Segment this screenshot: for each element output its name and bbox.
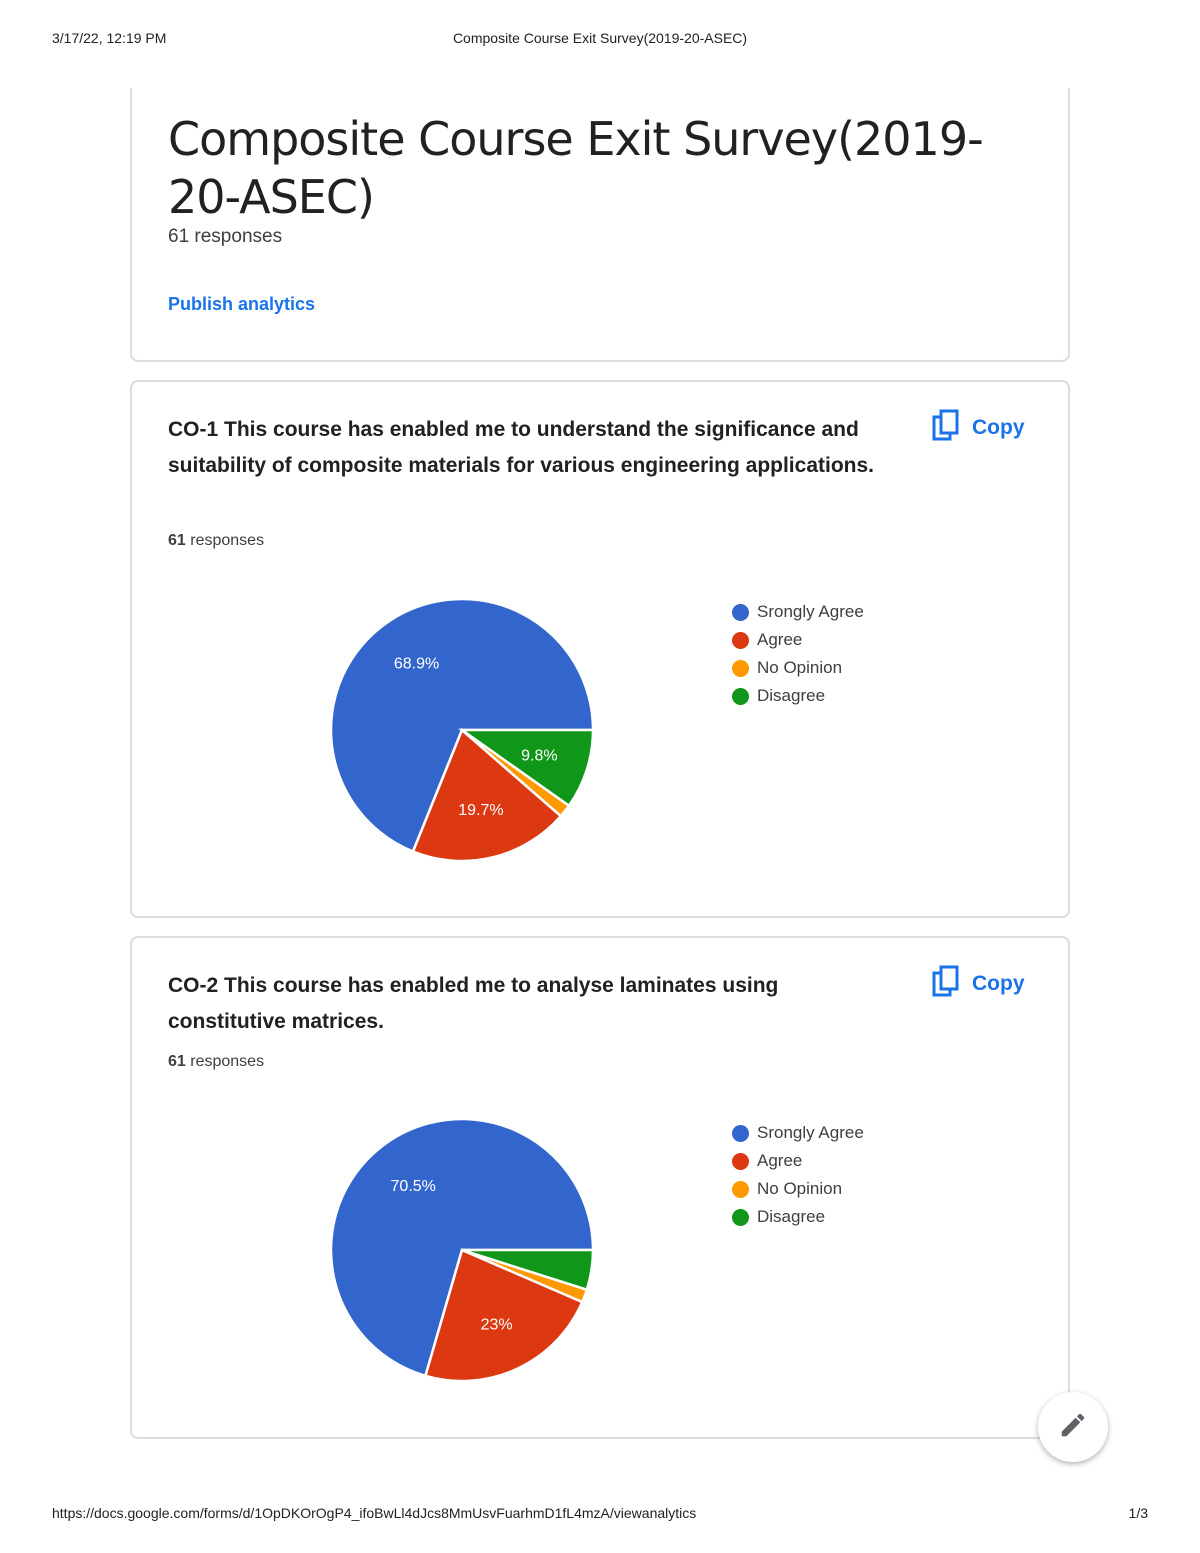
copy-label: Copy bbox=[972, 416, 1025, 439]
legend-label: Disagree bbox=[757, 686, 826, 705]
question-title: CO-2 This course has enabled me to analy… bbox=[168, 974, 779, 1033]
form-title: Composite Course Exit Survey(2019-20-ASE… bbox=[168, 112, 984, 224]
legend-swatch bbox=[732, 1152, 749, 1170]
legend-label: Agree bbox=[757, 1151, 803, 1170]
question-card-co2: CO-2 This course has enabled me to analy… bbox=[130, 936, 1070, 1439]
form-title-card: Composite Course Exit Survey(2019-20-ASE… bbox=[130, 88, 1070, 362]
print-url: https://docs.google.com/forms/d/1OpDKOrO… bbox=[52, 1505, 697, 1521]
pie-slice-disagree bbox=[461, 1248, 595, 1292]
copy-icon bbox=[932, 965, 972, 1003]
legend-item-no-opinion: No Opinion bbox=[732, 654, 864, 682]
legend-swatch bbox=[732, 631, 749, 649]
legend-item-no-opinion: No Opinion bbox=[732, 1175, 864, 1203]
question-response-count: 61 responses bbox=[168, 532, 264, 550]
copy-icon bbox=[932, 409, 972, 447]
question-card-co1: CO-1 This course has enabled me to under… bbox=[130, 380, 1070, 918]
response-count-number: 61 bbox=[168, 1053, 186, 1070]
legend-item-strongly-agree: Srongly Agree bbox=[732, 598, 864, 626]
legend-label: No Opinion bbox=[757, 658, 843, 677]
legend-swatch bbox=[732, 1208, 749, 1226]
response-count-number: 61 bbox=[168, 532, 186, 549]
print-page-title: Composite Course Exit Survey(2019-20-ASE… bbox=[452, 30, 748, 46]
chart-legend: Srongly Agree Agree No Opinion Disagree bbox=[732, 598, 864, 710]
response-count-label: responses bbox=[190, 532, 265, 549]
legend-label: Srongly Agree bbox=[757, 602, 864, 621]
copy-chart-button[interactable]: Copy bbox=[932, 408, 1025, 448]
print-header: 3/17/22, 12:19 PM Composite Course Exit … bbox=[0, 30, 1200, 50]
edit-fab-button[interactable] bbox=[1038, 1392, 1108, 1462]
question-response-count: 61 responses bbox=[168, 1053, 264, 1071]
legend-label: Agree bbox=[757, 630, 803, 649]
pie-slice-strongly-agree bbox=[329, 597, 595, 854]
pie-chart-co1: 68.9% 19.7% 9.8% bbox=[329, 597, 595, 863]
pie-chart-co2: 70.5% 23% bbox=[329, 1117, 595, 1383]
form-response-count: 61 responses bbox=[168, 226, 283, 247]
legend-swatch bbox=[732, 687, 749, 705]
question-title: CO-1 This course has enabled me to under… bbox=[168, 418, 874, 477]
pie-slice-label: 19.7% bbox=[458, 802, 503, 819]
legend-swatch bbox=[732, 659, 749, 677]
legend-item-agree: Agree bbox=[732, 1147, 864, 1175]
pie-slice-label: 68.9% bbox=[394, 656, 439, 673]
legend-item-disagree: Disagree bbox=[732, 682, 864, 710]
legend-label: Srongly Agree bbox=[757, 1123, 864, 1142]
pie-slice-agree bbox=[411, 727, 563, 863]
legend-label: Disagree bbox=[757, 1207, 826, 1226]
copy-label: Copy bbox=[972, 972, 1025, 995]
legend-item-strongly-agree: Srongly Agree bbox=[732, 1119, 864, 1147]
pie-slice-label: 70.5% bbox=[391, 1178, 436, 1195]
print-footer: https://docs.google.com/forms/d/1OpDKOrO… bbox=[0, 1505, 1200, 1525]
pie-slice-label: 9.8% bbox=[521, 748, 557, 765]
chart-legend: Srongly Agree Agree No Opinion Disagree bbox=[732, 1119, 864, 1231]
legend-swatch bbox=[732, 1124, 749, 1142]
response-count-label: responses bbox=[190, 1053, 265, 1070]
legend-swatch bbox=[732, 603, 749, 621]
print-datetime: 3/17/22, 12:19 PM bbox=[52, 30, 167, 46]
copy-chart-button[interactable]: Copy bbox=[932, 964, 1025, 1004]
pie-slice-agree bbox=[423, 1248, 584, 1383]
pie-slice-disagree bbox=[458, 728, 595, 808]
pencil-icon bbox=[1058, 1410, 1088, 1445]
pie-slice-strongly-agree bbox=[329, 1117, 595, 1378]
print-page-number: 1/3 bbox=[1128, 1505, 1148, 1521]
pie-slice-label: 23% bbox=[481, 1316, 513, 1333]
publish-analytics-link[interactable]: Publish analytics bbox=[168, 294, 316, 314]
legend-item-agree: Agree bbox=[732, 626, 864, 654]
legend-swatch bbox=[732, 1180, 749, 1198]
legend-item-disagree: Disagree bbox=[732, 1203, 864, 1231]
legend-label: No Opinion bbox=[757, 1179, 843, 1198]
